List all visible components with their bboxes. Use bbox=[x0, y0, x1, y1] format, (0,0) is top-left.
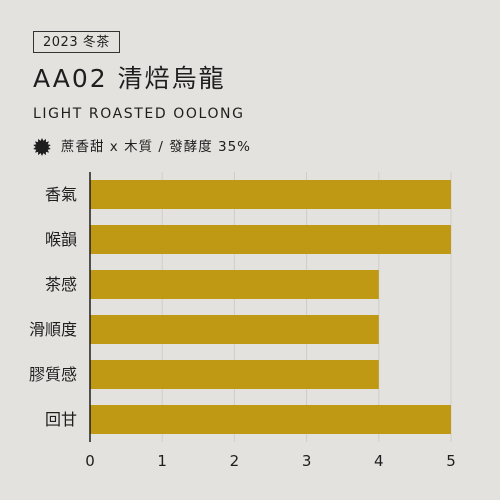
x-tick-label: 2 bbox=[230, 452, 240, 470]
bar bbox=[90, 315, 379, 344]
x-tick-label: 5 bbox=[446, 452, 456, 470]
x-tick-label: 0 bbox=[85, 452, 95, 470]
x-tick-label: 3 bbox=[302, 452, 312, 470]
category-label: 喉韻 bbox=[45, 230, 77, 249]
category-label: 茶感 bbox=[45, 275, 77, 294]
category-label: 香氣 bbox=[45, 185, 77, 204]
x-tick-label: 4 bbox=[374, 452, 384, 470]
bar bbox=[90, 270, 379, 299]
bar bbox=[90, 180, 451, 209]
sunburst-badge-icon bbox=[33, 138, 51, 156]
grid-lines bbox=[89, 172, 452, 442]
category-label: 滑順度 bbox=[29, 320, 77, 339]
x-tick-label: 1 bbox=[157, 452, 167, 470]
season-tag: 2023 冬茶 bbox=[33, 31, 120, 53]
bar bbox=[90, 405, 451, 434]
page-title: AA02 清焙烏龍 bbox=[33, 64, 226, 93]
tasting-notes: 蔗香甜 x 木質 / 發酵度 35% bbox=[33, 137, 251, 157]
bar bbox=[90, 360, 379, 389]
page-subtitle: LIGHT ROASTED OOLONG bbox=[33, 106, 245, 122]
category-label: 膠質感 bbox=[29, 365, 77, 384]
tasting-notes-text: 蔗香甜 x 木質 / 發酵度 35% bbox=[61, 139, 251, 155]
category-label: 回甘 bbox=[45, 410, 77, 429]
bar bbox=[90, 225, 451, 254]
